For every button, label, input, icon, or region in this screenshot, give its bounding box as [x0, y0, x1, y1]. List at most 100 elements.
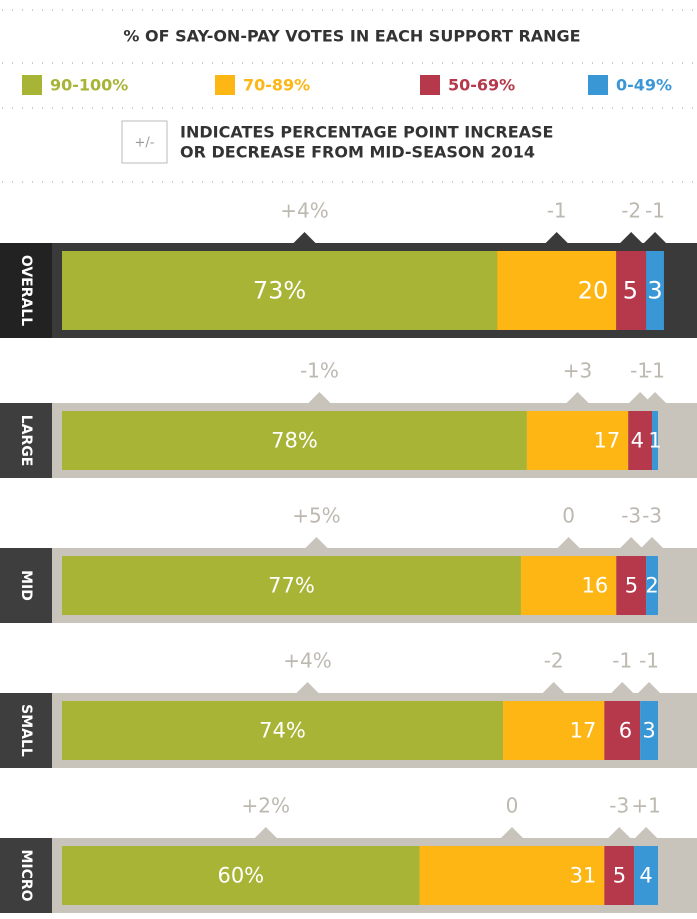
bar-segment	[604, 701, 641, 760]
change-label: -1	[645, 199, 665, 223]
category-label: OVERALL	[18, 255, 34, 326]
bar-segment	[520, 556, 617, 615]
bar-segment	[526, 411, 629, 470]
note-box	[121, 120, 168, 164]
value-label: 6	[619, 719, 632, 743]
change-label: -2	[544, 649, 564, 673]
bar-segment	[604, 846, 635, 905]
change-marker	[620, 232, 643, 243]
change-marker	[641, 537, 664, 548]
category-label: MID	[18, 570, 34, 601]
change-label: +3	[563, 359, 592, 383]
change-marker	[611, 682, 634, 693]
change-label: +5%	[292, 504, 341, 528]
change-marker	[638, 682, 661, 693]
legend-label: 0-49%	[616, 76, 672, 95]
bar-segment	[62, 701, 504, 760]
change-label: -1	[630, 359, 650, 383]
value-label: 20	[578, 277, 609, 305]
note-text: INDICATES PERCENTAGE POINT INCREASE	[180, 123, 553, 142]
change-marker	[500, 827, 523, 838]
bar-segment	[503, 701, 605, 760]
change-marker	[629, 392, 652, 403]
value-label: 16	[582, 574, 609, 598]
change-marker	[557, 537, 580, 548]
chart-title: % OF SAY-ON-PAY VOTES IN EACH SUPPORT RA…	[123, 27, 580, 46]
change-label: -1	[547, 199, 567, 223]
value-label: 5	[625, 574, 638, 598]
change-marker	[635, 827, 658, 838]
bar-segment	[62, 556, 521, 615]
note-symbol: +/-	[135, 136, 155, 151]
bar-segment	[62, 411, 527, 470]
category-tab	[0, 693, 52, 768]
value-label: 60%	[217, 864, 264, 888]
bar-segment	[640, 701, 658, 760]
change-marker	[296, 682, 319, 693]
change-marker	[308, 392, 331, 403]
bar-segment	[634, 846, 658, 905]
bar-segment	[646, 251, 664, 330]
change-label: -1	[645, 359, 665, 383]
value-label: 17	[593, 429, 620, 453]
change-label: -3	[642, 504, 662, 528]
value-label: 73%	[253, 277, 306, 305]
legend-label: 50-69%	[448, 76, 515, 95]
change-label: -3	[621, 504, 641, 528]
change-label: -1	[612, 649, 632, 673]
bar-segment	[652, 411, 658, 470]
legend-swatch	[420, 75, 440, 95]
change-marker	[644, 392, 667, 403]
category-tab	[0, 548, 52, 623]
value-label: 77%	[268, 574, 315, 598]
value-label: 3	[642, 719, 655, 743]
bar-segment	[419, 846, 605, 905]
legend-swatch	[215, 75, 235, 95]
change-label: -3	[609, 794, 629, 818]
value-label: 1	[648, 429, 661, 453]
value-label: 17	[570, 719, 597, 743]
category-tab	[0, 403, 52, 478]
category-tab	[0, 838, 52, 913]
change-label: -1	[639, 649, 659, 673]
bar-segment	[628, 411, 653, 470]
category-label: LARGE	[18, 415, 34, 467]
category-tab	[0, 243, 52, 338]
value-label: 78%	[271, 429, 318, 453]
change-marker	[566, 392, 589, 403]
change-marker	[644, 232, 667, 243]
value-label: 3	[647, 277, 662, 305]
change-marker	[254, 827, 277, 838]
change-marker	[293, 232, 316, 243]
value-label: 4	[639, 864, 652, 888]
bar-segment	[62, 846, 420, 905]
legend-label: 90-100%	[50, 76, 128, 95]
bar-segment	[497, 251, 617, 330]
value-label: 74%	[259, 719, 306, 743]
bar-segment	[646, 556, 658, 615]
change-label: 0	[506, 794, 519, 818]
change-marker	[305, 537, 328, 548]
note-text: OR DECREASE FROM MID-SEASON 2014	[180, 143, 535, 162]
legend-swatch	[22, 75, 42, 95]
change-label: -2	[621, 199, 641, 223]
change-marker	[608, 827, 631, 838]
bar-segment	[616, 556, 647, 615]
category-label: MICRO	[18, 849, 34, 901]
legend-swatch	[588, 75, 608, 95]
change-label: +2%	[242, 794, 291, 818]
change-label: +4%	[280, 199, 329, 223]
value-label: 31	[570, 864, 597, 888]
category-label: SMALL	[18, 704, 34, 757]
value-label: 5	[613, 864, 626, 888]
value-label: 2	[645, 574, 658, 598]
change-label: +1	[631, 794, 660, 818]
change-label: -1%	[300, 359, 339, 383]
change-label: 0	[562, 504, 575, 528]
legend-label: 70-89%	[243, 76, 310, 95]
value-label: 5	[623, 277, 638, 305]
change-marker	[545, 232, 568, 243]
change-marker	[542, 682, 565, 693]
change-marker	[620, 537, 643, 548]
